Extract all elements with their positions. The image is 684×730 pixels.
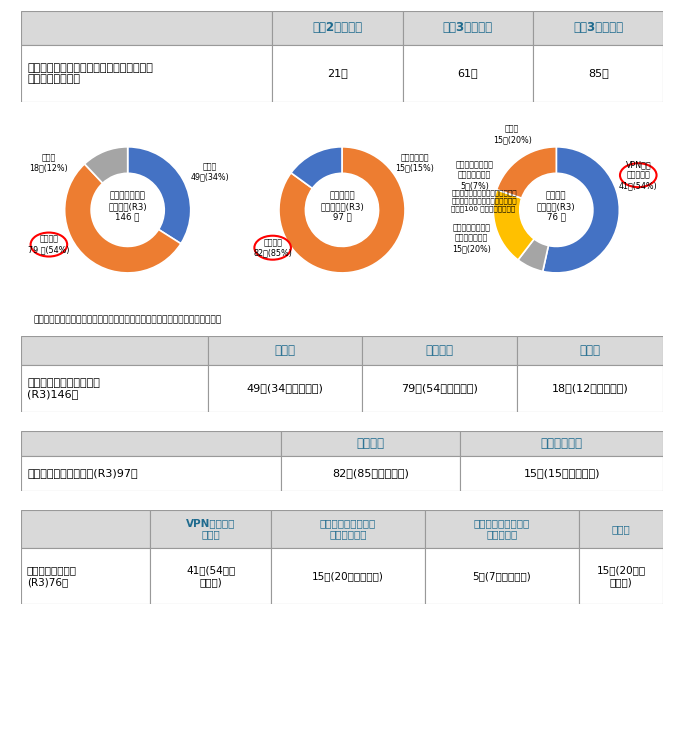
Text: 二重恐嗝以外
15件(15%): 二重恐嗝以外 15件(15%): [395, 153, 434, 172]
Text: 二重恐嗝: 二重恐嗝: [356, 437, 384, 450]
Bar: [533, 45, 663, 102]
Text: 21件: 21件: [327, 69, 348, 78]
Wedge shape: [128, 147, 191, 244]
Bar: [403, 11, 533, 45]
Text: 85件: 85件: [588, 69, 609, 78]
Bar: [208, 364, 363, 412]
Text: 不審メールやその添
付ファイル: 不審メールやその添 付ファイル: [473, 518, 530, 539]
Text: 警察庁「令和３年におけるサイバー空間をめぐる脅威の情勢等について」より: 警察庁「令和３年におけるサイバー空間をめぐる脅威の情勢等について」より: [34, 315, 222, 324]
Bar: [425, 548, 579, 604]
Bar: [21, 510, 150, 548]
Bar: [533, 11, 663, 45]
Text: 61件: 61件: [458, 69, 478, 78]
Bar: [460, 456, 663, 491]
Bar: [21, 364, 208, 412]
Wedge shape: [518, 239, 549, 272]
Bar: [517, 364, 663, 412]
Bar: [281, 431, 460, 456]
Text: 令和3年下半期: 令和3年下半期: [573, 21, 623, 34]
Bar: [21, 548, 150, 604]
Bar: [150, 510, 272, 548]
Bar: [21, 336, 208, 364]
Bar: [425, 510, 579, 548]
Bar: [272, 510, 425, 548]
Text: 中小企業: 中小企業: [425, 344, 453, 357]
Wedge shape: [291, 147, 342, 188]
Text: 中小企業
79 件(54%): 中小企業 79 件(54%): [28, 235, 70, 254]
Text: 令和3年上半期: 令和3年上半期: [443, 21, 493, 34]
Text: 二重恐嗝以外: 二重恐嗝以外: [541, 437, 583, 450]
Bar: [363, 336, 517, 364]
Text: VPN機器から
の侵入: VPN機器から の侵入: [186, 518, 235, 539]
Text: 令和2年下半期: 令和2年下半期: [313, 21, 363, 34]
Text: 構成比は小数点以下第１位を四捨
五入しているため、合計しても必
ずしも100 とはなりません。: 構成比は小数点以下第１位を四捨 五入しているため、合計しても必 ずしも100 と…: [451, 190, 517, 212]
Text: 49件(34パーセント): 49件(34パーセント): [247, 383, 324, 393]
Text: 41件(54パー
セント): 41件(54パー セント): [186, 566, 235, 587]
Text: 79件(54パーセント): 79件(54パーセント): [402, 383, 478, 393]
Text: 5件(7パーセント): 5件(7パーセント): [473, 572, 531, 581]
Text: 団体等
18件(12%): 団体等 18件(12%): [29, 153, 68, 172]
Text: 大企業: 大企業: [274, 344, 295, 357]
Bar: [208, 336, 363, 364]
Wedge shape: [279, 147, 405, 273]
Bar: [403, 45, 533, 102]
Text: 15件(20パーセント): 15件(20パーセント): [312, 572, 384, 581]
Bar: [21, 45, 272, 102]
Wedge shape: [542, 147, 619, 273]
Bar: [363, 364, 517, 412]
Text: 18件(12パーセント): 18件(12パーセント): [552, 383, 629, 393]
Bar: [460, 431, 663, 456]
Bar: [272, 548, 425, 604]
Text: 大企業
49件(34%): 大企業 49件(34%): [190, 162, 229, 182]
Bar: [272, 11, 403, 45]
Text: VPN機器
からの侵入
41件(54%): VPN機器 からの侵入 41件(54%): [619, 161, 657, 190]
Text: 感染経路有効回答
(R3)76件: 感染経路有効回答 (R3)76件: [27, 566, 77, 587]
Text: 手口を確認できた被害(R3)97件: 手口を確認できた被害(R3)97件: [27, 469, 137, 478]
Text: リモートデスクトッ
プからの侵入: リモートデスクトッ プからの侵入: [320, 518, 376, 539]
Text: 手口を確認
できた被害(R3)
97 件: 手口を確認 できた被害(R3) 97 件: [320, 192, 364, 222]
Bar: [21, 431, 281, 456]
Bar: [579, 510, 663, 548]
Bar: [150, 548, 272, 604]
Text: 15件(15パーセント): 15件(15パーセント): [523, 469, 600, 478]
Text: ランサムウェア被害件数
(R3)146件: ランサムウェア被害件数 (R3)146件: [27, 377, 100, 399]
Text: 82件(85パーセント): 82件(85パーセント): [332, 469, 409, 478]
Wedge shape: [493, 190, 534, 260]
Wedge shape: [65, 164, 181, 273]
Text: 15件(20パー
セント): 15件(20パー セント): [596, 566, 646, 587]
Text: 感染経路
有効回答(R3)
76 件: 感染経路 有効回答(R3) 76 件: [537, 192, 576, 222]
Text: 不審メールやその
の添付ファイル
5件(7%): 不審メールやその の添付ファイル 5件(7%): [456, 161, 493, 190]
Wedge shape: [85, 147, 128, 183]
Text: 回体等: 回体等: [580, 344, 601, 357]
Text: ランサムウェア
被害件数(R3)
146 件: ランサムウェア 被害件数(R3) 146 件: [108, 192, 147, 222]
Text: その他: その他: [611, 524, 631, 534]
Bar: [21, 456, 281, 491]
Text: リモートデスクト
ップからの侵入
15件(20%): リモートデスクト ップからの侵入 15件(20%): [452, 223, 490, 253]
Bar: [281, 456, 460, 491]
Bar: [272, 45, 403, 102]
Text: 二重恐嗝
82件(85%): 二重恐嗝 82件(85%): [253, 238, 292, 258]
Bar: [579, 548, 663, 604]
Wedge shape: [497, 147, 556, 198]
Bar: [517, 336, 663, 364]
Text: その他
15件(20%): その他 15件(20%): [492, 125, 531, 144]
Bar: [21, 11, 272, 45]
Text: 企業・団体等におけるランサムウェア被害
の報告件数の推移: 企業・団体等におけるランサムウェア被害 の報告件数の推移: [28, 63, 154, 84]
